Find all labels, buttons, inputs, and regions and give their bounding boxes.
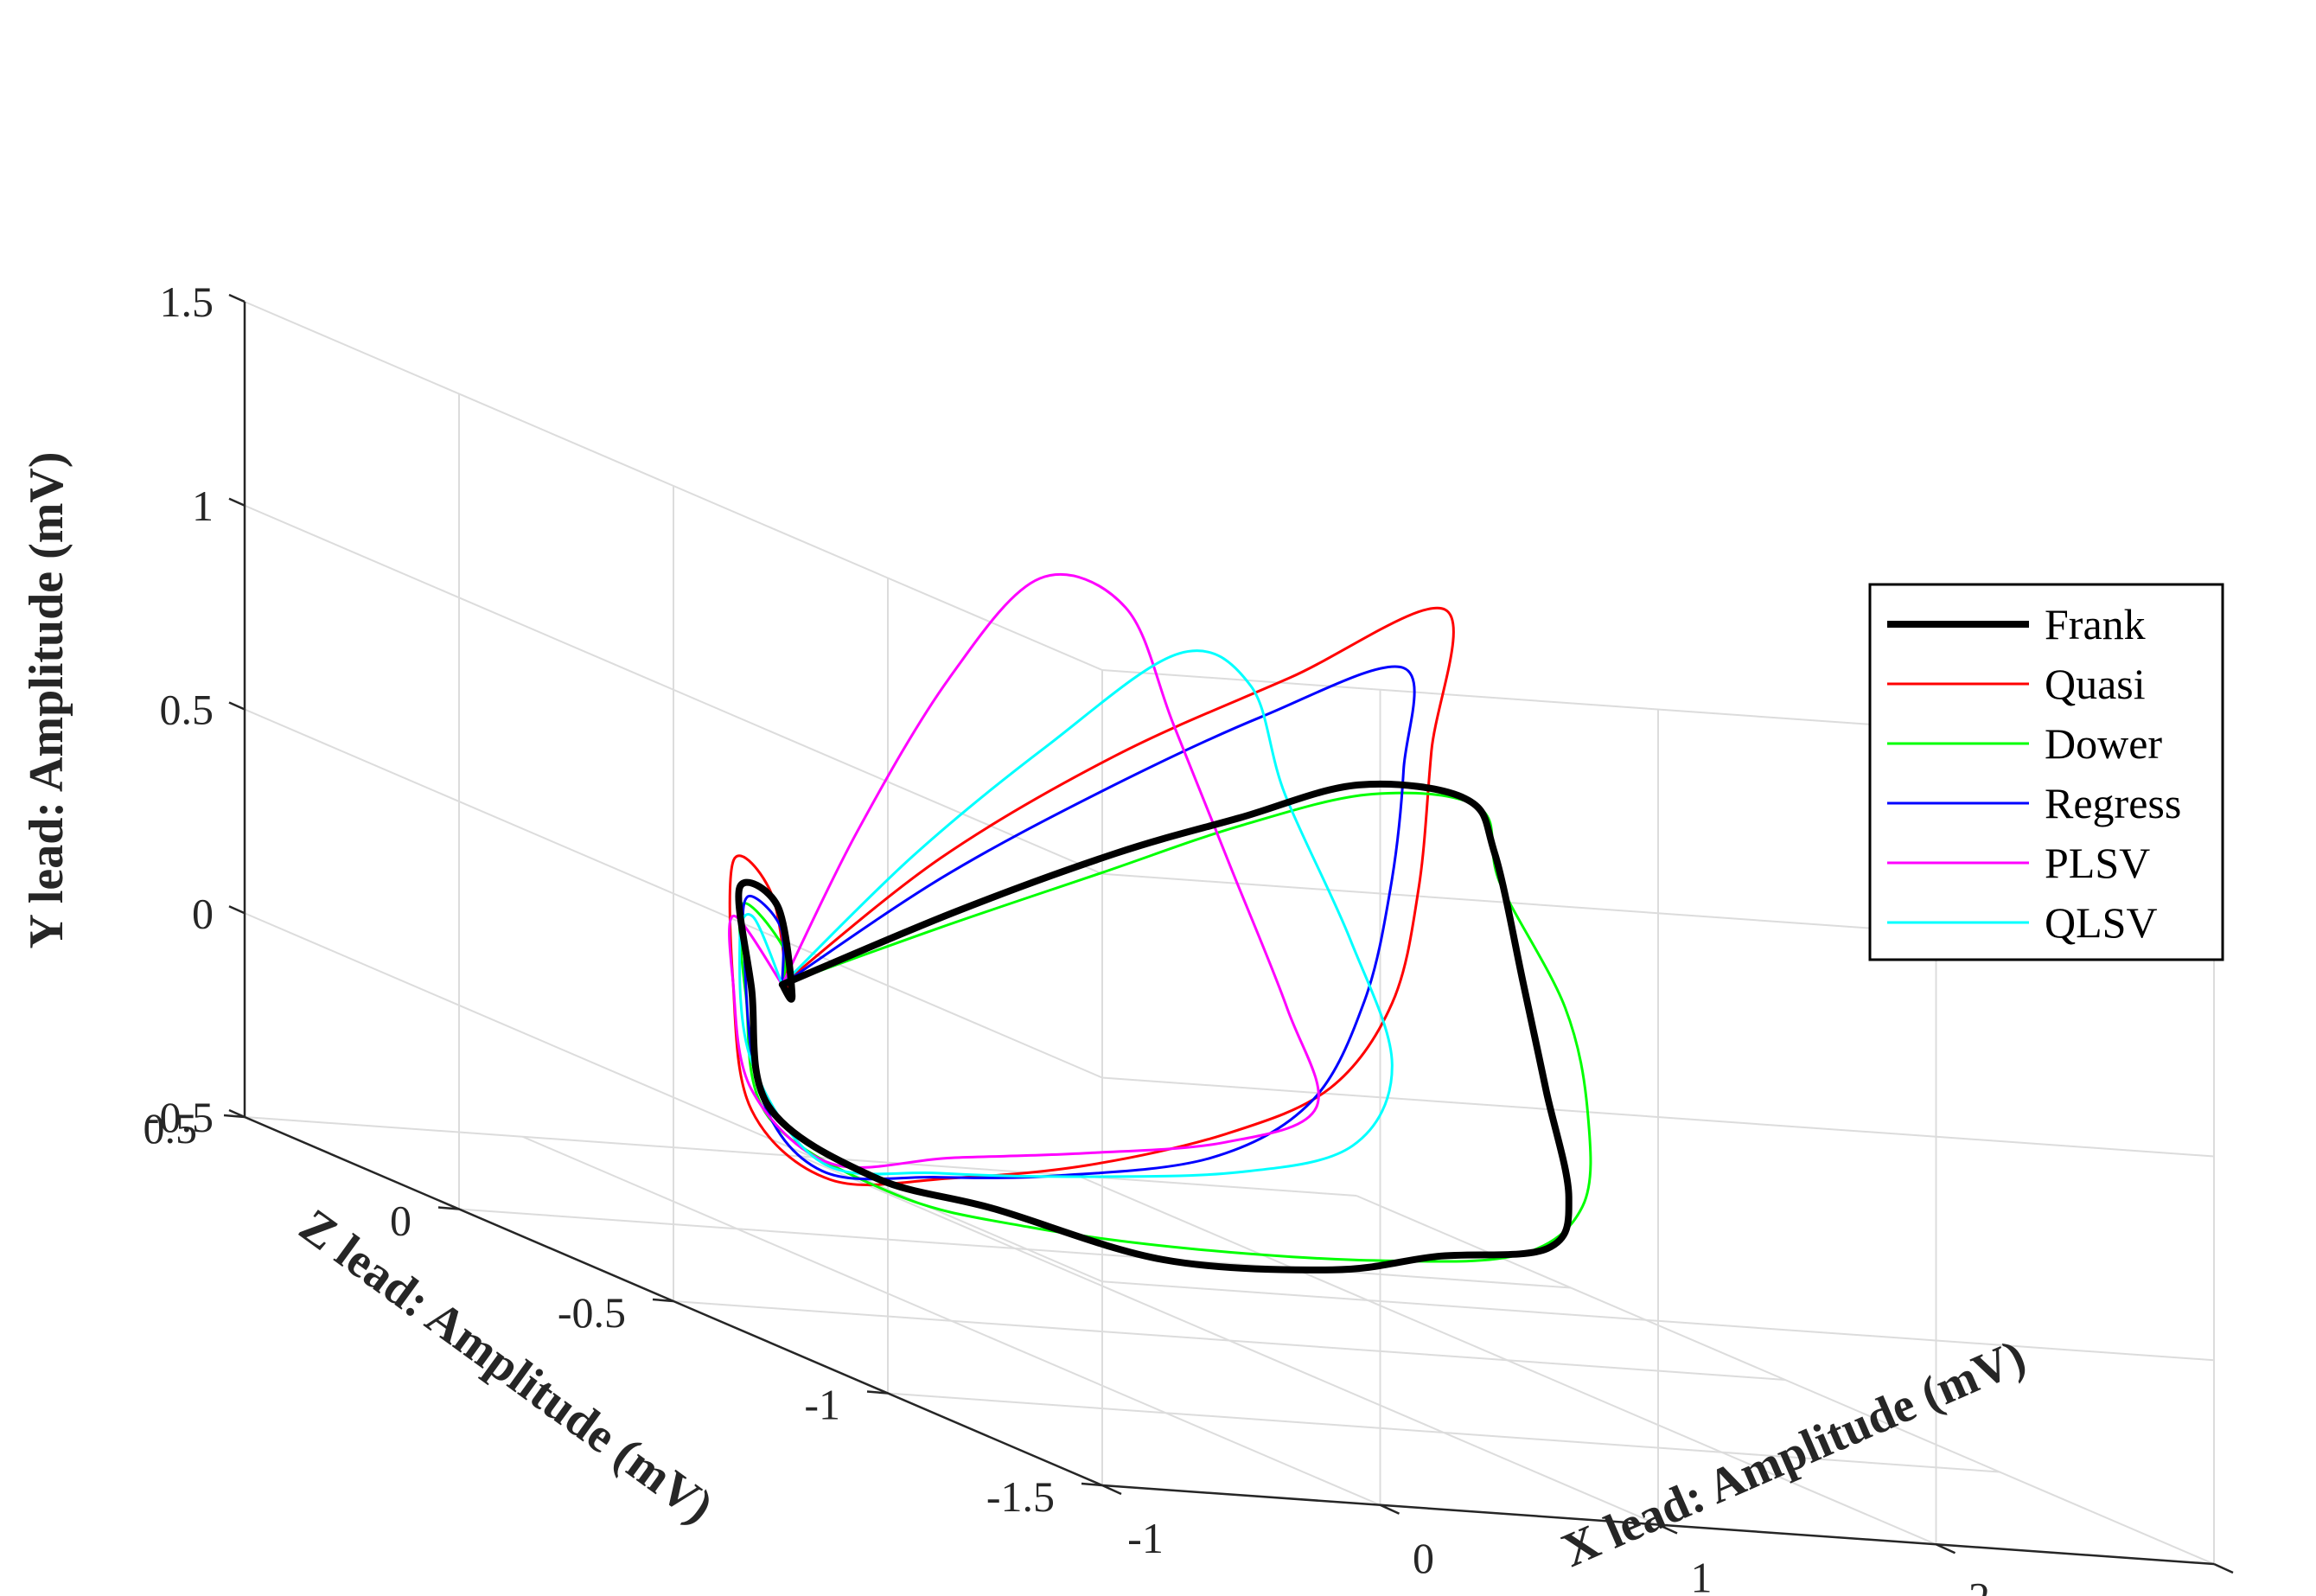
- grid-line: [458, 1208, 1572, 1289]
- z-tick: [1081, 1482, 1103, 1487]
- grid-line: [887, 1392, 2000, 1473]
- legend-box: [1868, 583, 2224, 961]
- x-tick: [1935, 1543, 1956, 1555]
- grid-line: [1101, 1076, 2215, 1158]
- y-tick: [228, 701, 246, 711]
- x-tick-label: 3: [2247, 1593, 2268, 1596]
- x-tick: [2213, 1562, 2234, 1574]
- z-tick: [437, 1206, 460, 1210]
- legend-label-plsv: PLSV: [2045, 839, 2150, 887]
- series-lines: [728, 573, 1592, 1274]
- y-tick-label: -0.5: [145, 1093, 214, 1141]
- z-tick: [223, 1114, 246, 1119]
- y-tick-label: 1.5: [160, 278, 214, 326]
- z-tick: [866, 1390, 889, 1395]
- y-tick-label: 0: [192, 889, 214, 937]
- y-tick-label: 1: [192, 482, 214, 530]
- x-tick: [1101, 1484, 1122, 1496]
- z-tick-label: -1.5: [986, 1472, 1055, 1521]
- y-tick: [228, 905, 246, 915]
- legend-label-qlsv: QLSV: [2045, 898, 2158, 947]
- legend-label-quasi: Quasi: [2045, 660, 2146, 708]
- legend-label-dower: Dower: [2045, 719, 2162, 768]
- grid-line: [244, 708, 1103, 1079]
- z-tick-label: 0.5: [144, 1104, 198, 1152]
- z-tick-label: -0.5: [558, 1288, 626, 1337]
- x-tick: [1657, 1523, 1678, 1535]
- x-tick-label: 0: [1413, 1534, 1434, 1582]
- series-line-frank: [735, 780, 1573, 1274]
- series-line-regress: [741, 665, 1416, 1181]
- y-tick: [228, 293, 246, 303]
- grid-line: [673, 1300, 1786, 1381]
- x-tick-label: 2: [1968, 1573, 1990, 1596]
- grid-line: [244, 912, 1103, 1283]
- legend-label-frank: Frank: [2045, 600, 2146, 648]
- x-tick: [1379, 1503, 1400, 1515]
- y-axis-title: Y lead: Amplitude (mV): [20, 451, 73, 948]
- x-tick-label: 1: [1691, 1554, 1713, 1596]
- z-tick-label: -1: [804, 1381, 840, 1429]
- grid-line: [244, 504, 1103, 875]
- grid-line: [244, 301, 1103, 671]
- x-tick-label: -1: [1127, 1514, 1164, 1562]
- z-tick-label: 0: [390, 1197, 412, 1245]
- y-tick-label: 0.5: [160, 686, 214, 734]
- ticks: -0.5 0 0.5 1 1.5 0.5 0 -0.5 -1 -1.5 -1 0 1 2 3: [144, 278, 2268, 1596]
- series-line-plsv: [728, 573, 1320, 1169]
- y-tick: [228, 497, 246, 507]
- legend: Frank Quasi Dower Regress PLSV QLSV: [1868, 583, 2224, 961]
- legend-label-regress: Regress: [2045, 779, 2181, 827]
- grid-line: [1101, 1280, 2215, 1362]
- z-tick: [652, 1298, 674, 1303]
